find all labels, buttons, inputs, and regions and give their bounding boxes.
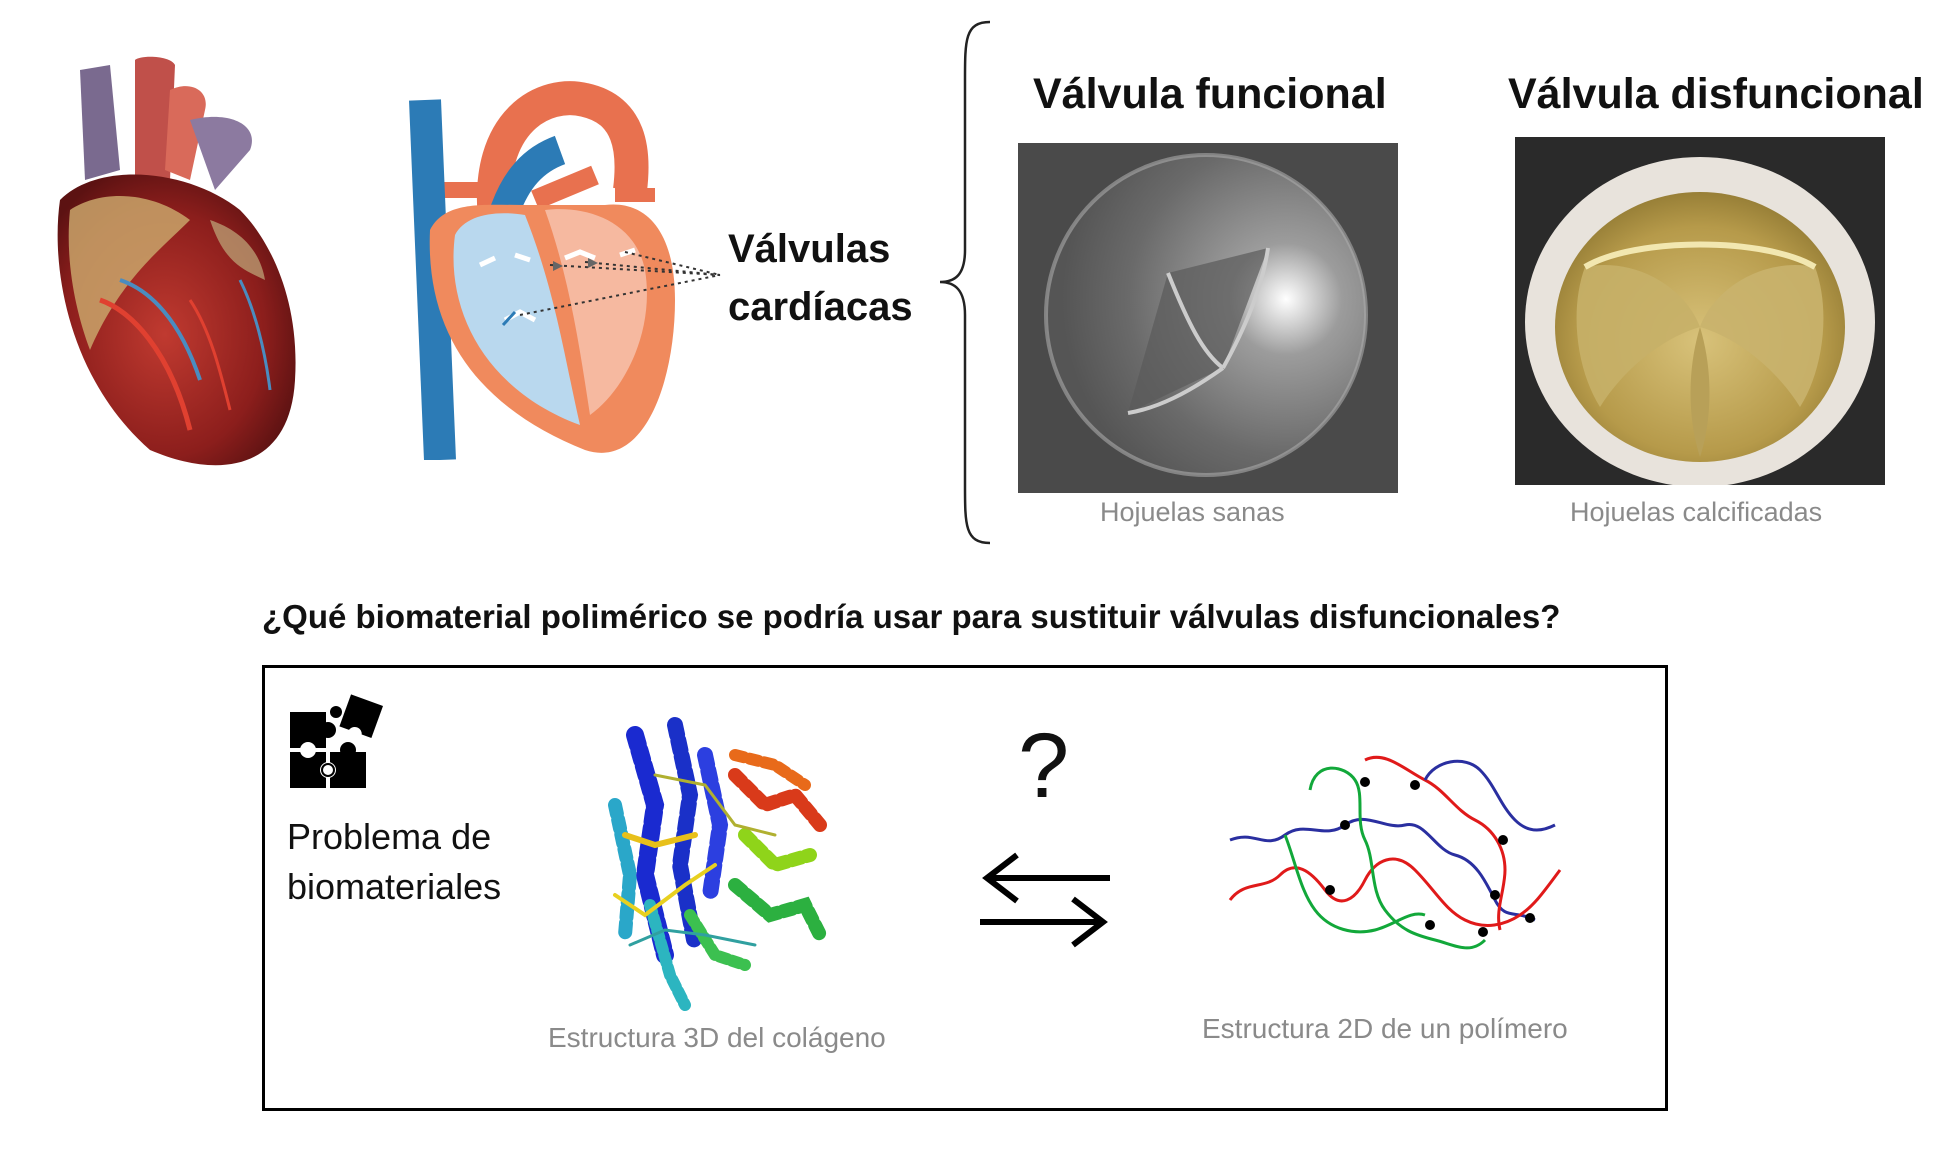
collagen-3d-structure-image [608, 717, 827, 1011]
heart-diagram [409, 81, 721, 460]
biomaterials-problem-box [262, 665, 1668, 1111]
valves-label-line1: Válvulas [728, 227, 891, 271]
polymer-2d-structure-image [1228, 755, 1562, 950]
dysfunctional-valve-caption: Hojuelas calcificadas [1570, 497, 1823, 527]
dysfunctional-valve-image [1515, 137, 1885, 485]
dysfunctional-valve-title: Válvula disfuncional [1508, 70, 1924, 118]
polymer-caption: Estructura 2D de un polímero [1202, 1013, 1568, 1044]
problem-text-line1: Problema de [287, 816, 492, 857]
functional-valve-image [1018, 143, 1398, 493]
exchange-arrows-icon [980, 852, 1110, 948]
research-question: ¿Qué biomaterial polimérico se podría us… [262, 598, 1561, 635]
functional-valve-caption: Hojuelas sanas [1100, 497, 1285, 527]
collagen-caption: Estructura 3D del colágeno [548, 1022, 886, 1053]
curly-brace [939, 20, 991, 545]
functional-valve-title: Válvula funcional [1033, 70, 1387, 118]
anatomical-heart-image [57, 56, 296, 466]
valves-label-line2: cardíacas [728, 285, 913, 329]
valves-label: Válvulas cardíacas [728, 220, 913, 336]
problem-text-line2: biomateriales [287, 866, 502, 907]
problem-text: Problema de biomateriales [287, 812, 501, 912]
question-mark: ? [1018, 715, 1070, 817]
puzzle-icon [290, 694, 383, 788]
